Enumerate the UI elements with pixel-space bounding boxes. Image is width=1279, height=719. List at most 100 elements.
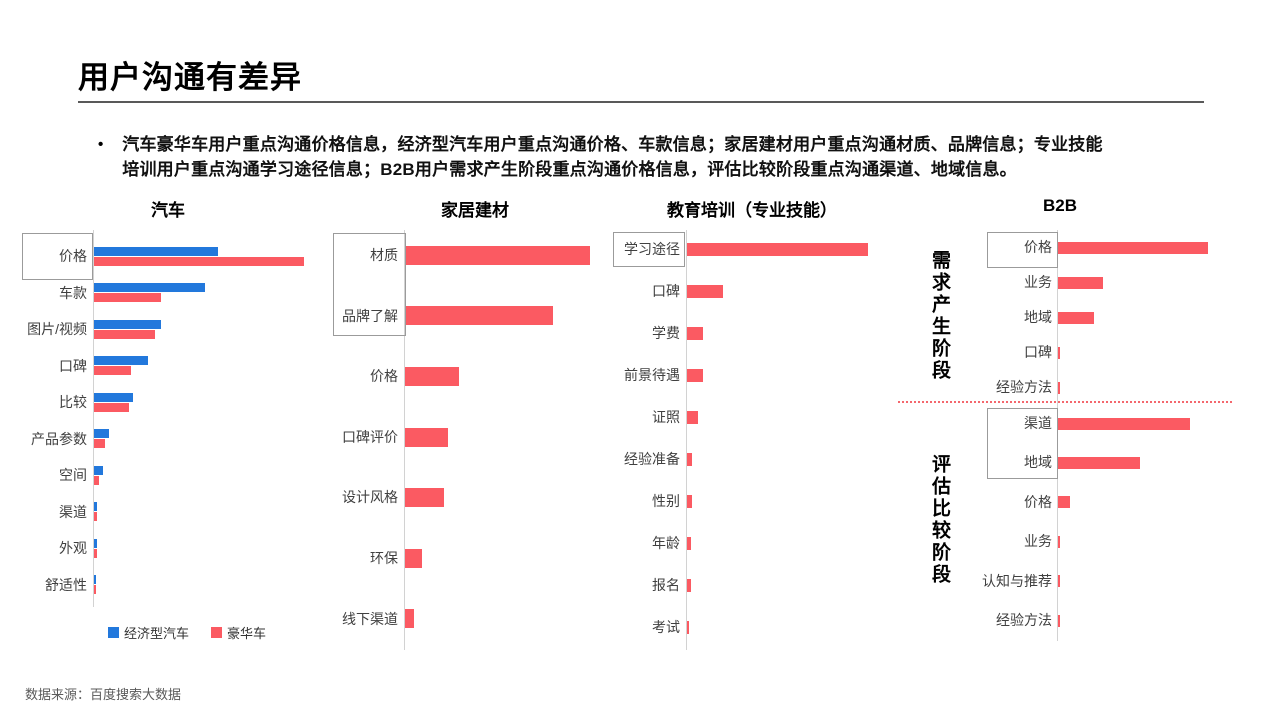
bar-track — [1058, 575, 1213, 588]
bar-材质 — [405, 245, 590, 265]
category-row: 经验准备 — [608, 438, 896, 480]
category-row: 年龄 — [608, 522, 896, 564]
highlight-box — [22, 233, 93, 280]
bar-economy-图片/视频 — [94, 319, 162, 329]
bar-economy-舒适性 — [94, 575, 96, 585]
legend-label: 经济型汽车 — [124, 626, 190, 641]
page-title: 用户沟通有差异 — [78, 60, 302, 95]
bar-economy-口碑 — [94, 356, 149, 366]
bar-track — [94, 465, 311, 485]
category-label: 空间 — [59, 467, 87, 483]
legend: 经济型汽车 豪华车 — [108, 623, 266, 642]
category-label: 渠道 — [1024, 415, 1052, 431]
bar-track — [94, 538, 311, 558]
bar-economy-产品参数 — [94, 429, 110, 439]
category-row: 经验方法 — [898, 601, 1278, 640]
category-label: 经验方法 — [996, 379, 1052, 395]
bar-track — [1058, 276, 1213, 289]
category-row: 外观 — [20, 530, 316, 567]
bar-track — [94, 246, 311, 266]
bar-track — [405, 366, 590, 386]
category-row: 环保 — [330, 528, 620, 589]
bar-luxury-价格 — [94, 256, 305, 266]
bar-track — [687, 242, 868, 256]
category-label: 经验准备 — [624, 451, 680, 467]
chart-panel-3: 教育培训（专业技能） 学习途径 口碑 学费 前景待遇 证照 经验准备 性别 年龄 报名 考试 — [608, 196, 896, 658]
stage-label-demand: 需求产生阶段 — [929, 250, 950, 382]
legend-swatch-icon — [211, 627, 223, 638]
bullet-text-line-1: 汽车豪华车用户重点沟通价格信息，经济型汽车用户重点沟通价格、车款信息；家居建材用… — [122, 135, 1103, 154]
category-label: 地域 — [1024, 309, 1052, 325]
bar-价格 — [1058, 496, 1071, 509]
bar-track — [1058, 496, 1213, 509]
chart-title: 汽车 — [151, 201, 185, 220]
bar-年龄 — [687, 536, 691, 550]
category-label: 价格 — [59, 248, 87, 264]
category-row: 地域 — [898, 300, 1278, 335]
category-label: 外观 — [59, 540, 87, 556]
category-axis-line — [93, 230, 94, 607]
bar-luxury-外观 — [94, 548, 98, 558]
bar-线下渠道 — [405, 609, 415, 629]
bar-track — [1058, 311, 1213, 324]
bar-设计风格 — [405, 488, 444, 508]
bar-经验方法 — [1058, 614, 1061, 627]
category-label: 性别 — [652, 493, 680, 509]
category-label: 口碑评价 — [342, 428, 398, 445]
bar-track — [94, 575, 311, 595]
highlight-box — [333, 233, 406, 336]
bullet-text: 汽车豪华车用户重点沟通价格信息，经济型汽车用户重点沟通价格、车款信息；家居建材用… — [122, 132, 1102, 182]
bar-track — [687, 326, 868, 340]
category-label: 业务 — [1024, 533, 1052, 550]
title-divider — [78, 101, 1204, 103]
category-label: 价格 — [370, 368, 398, 385]
bullet-item: • 汽车豪华车用户重点沟通价格信息，经济型汽车用户重点沟通价格、车款信息；家居建… — [98, 132, 1210, 182]
category-label: 比较 — [59, 394, 87, 410]
bar-地域 — [1058, 457, 1141, 470]
bar-track — [94, 392, 311, 412]
category-label: 设计风格 — [342, 489, 398, 506]
category-row: 口碑评价 — [330, 407, 620, 468]
bar-track — [1058, 535, 1213, 548]
bullet-marker: • — [98, 136, 104, 153]
bar-luxury-空间 — [94, 475, 100, 485]
legend-item: 豪华车 — [211, 623, 266, 642]
category-label: 经验方法 — [996, 612, 1052, 628]
category-row: 经验方法 — [898, 370, 1278, 405]
chart-panel-2: 家居建材 材质 品牌了解 价格 口碑评价 设计风格 环保 线下渠道 — [330, 196, 620, 658]
bar-luxury-车款 — [94, 293, 162, 303]
bar-学费 — [687, 326, 704, 340]
category-label: 渠道 — [59, 503, 87, 520]
category-label: 图片/视频 — [27, 321, 87, 337]
bar-口碑评价 — [405, 427, 448, 447]
bar-性别 — [687, 494, 693, 508]
bar-economy-车款 — [94, 283, 205, 293]
category-row: 前景待遇 — [608, 354, 896, 396]
bar-报名 — [687, 578, 691, 592]
bar-track — [687, 452, 868, 466]
bar-口碑 — [687, 284, 724, 298]
category-row: 地域 — [898, 443, 1278, 482]
bar-前景待遇 — [687, 368, 704, 382]
category-row: 舒适性 — [20, 567, 316, 604]
category-label: 环保 — [370, 550, 398, 566]
category-row: 口碑 — [20, 348, 316, 385]
bar-luxury-舒适性 — [94, 585, 96, 595]
category-label: 舒适性 — [45, 576, 87, 593]
category-row: 图片/视频 — [20, 311, 316, 348]
bar-学习途径 — [687, 242, 868, 256]
category-label: 业务 — [1024, 274, 1052, 290]
chart-title: 教育培训（专业技能） — [667, 201, 837, 220]
category-row: 价格 — [330, 346, 620, 407]
legend-swatch-icon — [108, 627, 119, 638]
bar-价格 — [1058, 241, 1209, 254]
bar-track — [687, 536, 868, 550]
bar-track — [94, 319, 311, 339]
category-row: 渠道 — [898, 404, 1278, 443]
bar-业务 — [1058, 535, 1061, 548]
bar-渠道 — [1058, 417, 1190, 430]
category-label: 口碑 — [59, 357, 87, 374]
bar-track — [94, 356, 311, 376]
category-label: 口碑 — [652, 283, 680, 299]
